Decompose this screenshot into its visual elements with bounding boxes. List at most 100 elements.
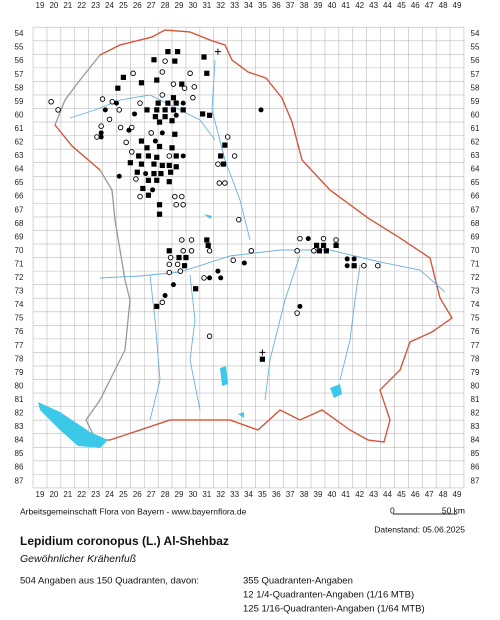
marker-square <box>165 49 171 55</box>
y-label: 77 <box>471 341 480 350</box>
marker-square <box>169 118 175 124</box>
marker-square <box>323 248 329 254</box>
x-label: 20 <box>49 490 58 499</box>
y-label: 74 <box>471 300 480 309</box>
y-label: 66 <box>15 192 24 201</box>
x-label: 26 <box>133 1 142 10</box>
marker-filled <box>218 275 224 281</box>
marker-square <box>175 49 181 55</box>
marker-open <box>109 98 116 105</box>
y-label: 69 <box>15 232 24 241</box>
y-label: 63 <box>471 151 480 160</box>
x-label: 48 <box>439 1 448 10</box>
y-label: 55 <box>471 43 480 52</box>
marker-filled <box>305 236 311 242</box>
marker-square <box>166 162 172 169</box>
x-label: 34 <box>244 1 253 10</box>
y-label: 55 <box>15 43 24 52</box>
x-label: 44 <box>383 1 392 10</box>
river <box>211 59 251 241</box>
marker-square <box>138 161 145 167</box>
marker-open <box>159 69 166 75</box>
x-label: 23 <box>91 1 100 10</box>
bavaria-border <box>54 29 453 443</box>
y-label: 85 <box>471 449 480 458</box>
y-label: 82 <box>15 409 24 418</box>
marker-open <box>167 254 174 261</box>
marker-square <box>259 356 265 362</box>
marker-square <box>151 170 157 177</box>
marker-filled <box>180 153 186 159</box>
marker-open <box>94 134 100 140</box>
x-label: 27 <box>147 490 156 499</box>
marker-open <box>98 123 104 129</box>
marker-open <box>137 100 143 106</box>
y-label: 74 <box>15 300 24 309</box>
marker-open <box>106 116 113 123</box>
marker-square <box>351 263 357 269</box>
subtitle: Gewöhnlicher Krähenfuß <box>20 553 136 565</box>
marker-open <box>177 268 184 274</box>
marker-open <box>201 275 207 281</box>
marker-open <box>216 180 223 186</box>
x-label: 21 <box>63 490 72 499</box>
x-label: 27 <box>147 1 156 10</box>
marker-open <box>117 124 124 131</box>
x-label: 49 <box>453 1 462 10</box>
y-label: 80 <box>471 381 480 390</box>
y-label: 84 <box>15 436 24 445</box>
x-label: 36 <box>272 490 281 499</box>
marker-square <box>173 164 179 170</box>
marker-square <box>151 57 157 63</box>
y-label: 87 <box>15 476 24 485</box>
y-label: 83 <box>15 422 24 431</box>
marker-open <box>297 235 303 242</box>
y-label: 81 <box>471 395 480 404</box>
marker-square <box>204 237 210 243</box>
x-label: 47 <box>425 1 434 10</box>
breakdown-line: 125 1/16-Quadranten-Angaben (1/64 MTB) <box>243 604 425 615</box>
marker-open <box>191 84 198 90</box>
marker-square <box>173 100 179 106</box>
x-label: 23 <box>91 490 100 499</box>
marker-square <box>220 161 227 167</box>
y-label: 63 <box>15 151 24 160</box>
x-label: 20 <box>49 1 58 10</box>
marker-square <box>156 202 163 208</box>
river <box>264 254 301 401</box>
y-label: 80 <box>15 381 24 390</box>
y-label: 71 <box>15 259 24 268</box>
y-label: 81 <box>15 395 24 404</box>
river <box>69 94 216 141</box>
y-label: 65 <box>15 178 24 187</box>
y-label: 75 <box>15 314 24 323</box>
y-label: 58 <box>15 83 24 92</box>
marker-square <box>156 143 163 150</box>
marker-square <box>179 81 185 87</box>
x-label: 46 <box>411 1 420 10</box>
marker-open <box>166 269 173 276</box>
marker-open <box>222 180 228 186</box>
marker-open <box>230 257 236 264</box>
marker-open <box>181 85 188 91</box>
marker-square <box>140 185 146 192</box>
marker-plus <box>259 349 266 356</box>
y-label: 59 <box>15 97 24 106</box>
marker-filled <box>297 303 303 309</box>
x-label: 37 <box>286 490 295 499</box>
y-label: 61 <box>471 124 480 133</box>
y-label: 87 <box>471 476 480 485</box>
y-label: 72 <box>15 273 24 282</box>
marker-square <box>154 107 160 113</box>
marker-filled <box>215 268 221 274</box>
y-label: 79 <box>15 368 24 377</box>
marker-square <box>151 161 157 167</box>
y-label: 83 <box>471 422 480 431</box>
x-label: 22 <box>77 490 86 499</box>
marker-open <box>162 58 168 64</box>
marker-square <box>166 248 172 254</box>
y-label: 66 <box>471 192 480 201</box>
y-label: 72 <box>471 273 480 282</box>
marker-square <box>320 242 327 248</box>
marker-square <box>172 58 178 64</box>
